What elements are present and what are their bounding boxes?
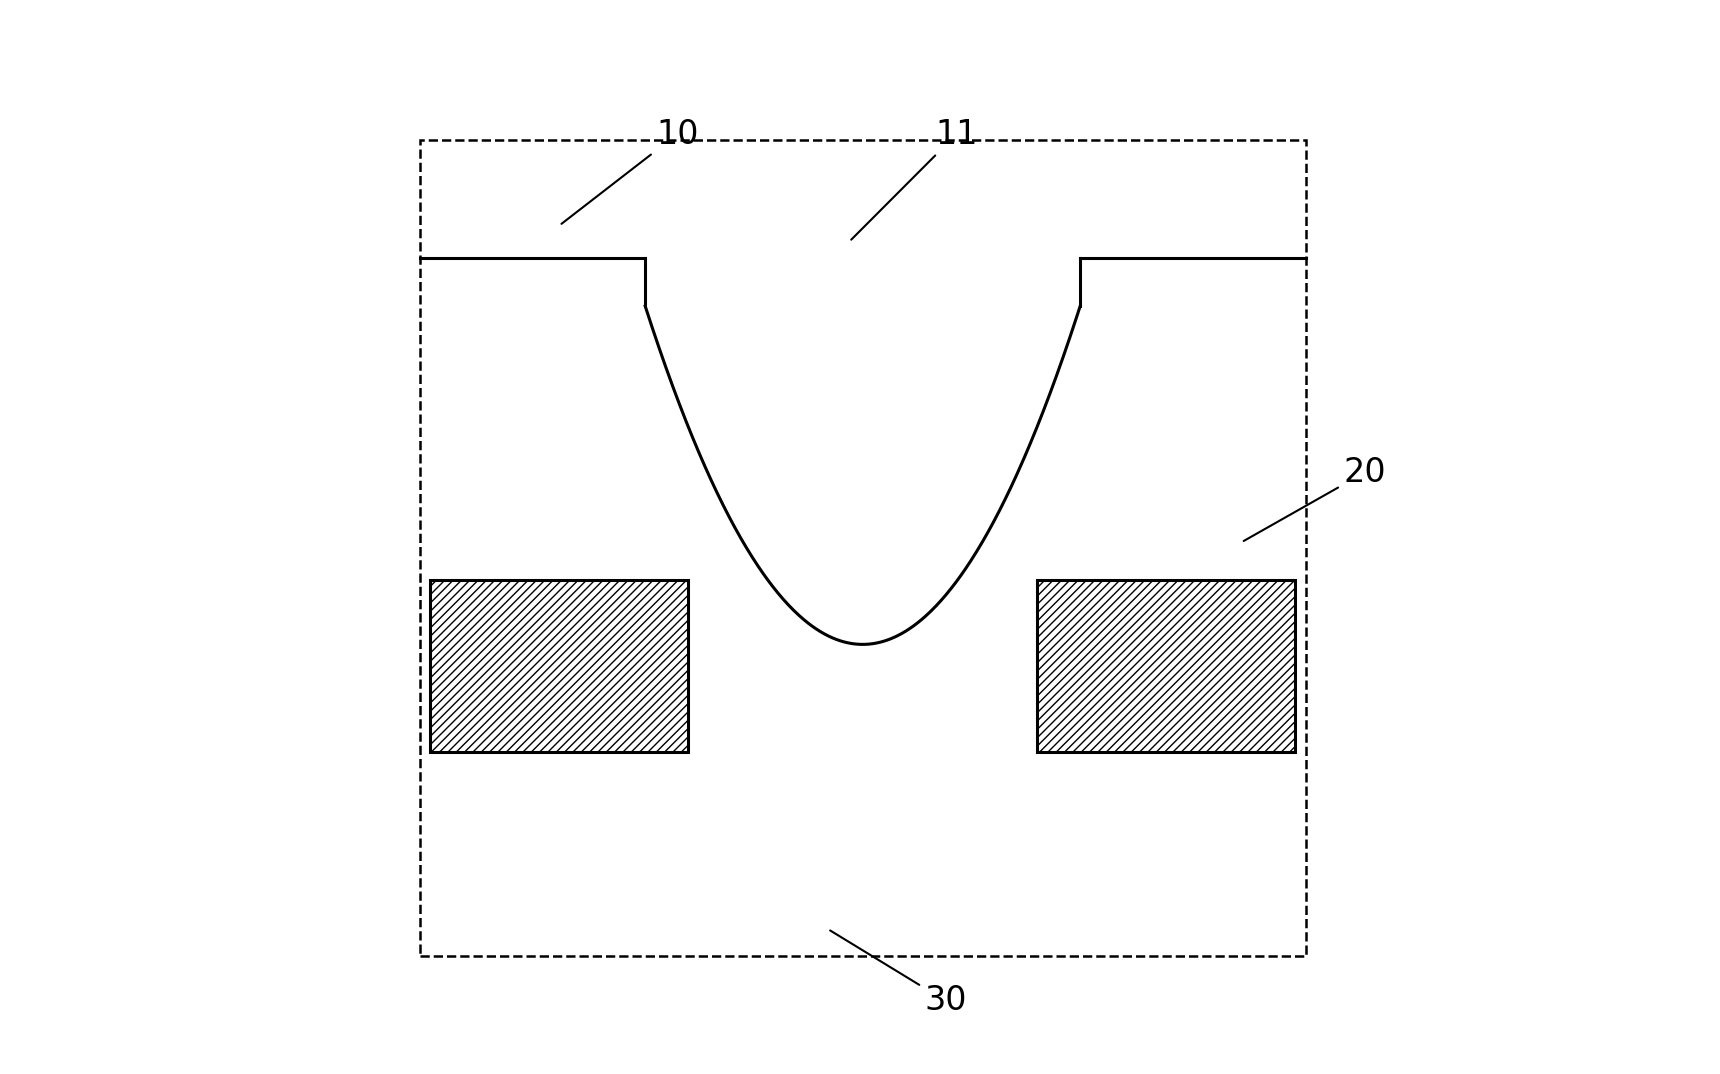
Bar [430,580,688,752]
Text: 10: 10 [561,118,698,223]
Bar [420,140,1305,956]
Text: 11: 11 [851,118,977,240]
Text: 30: 30 [831,930,967,1017]
Bar [1037,580,1295,752]
Text: 20: 20 [1244,456,1386,541]
